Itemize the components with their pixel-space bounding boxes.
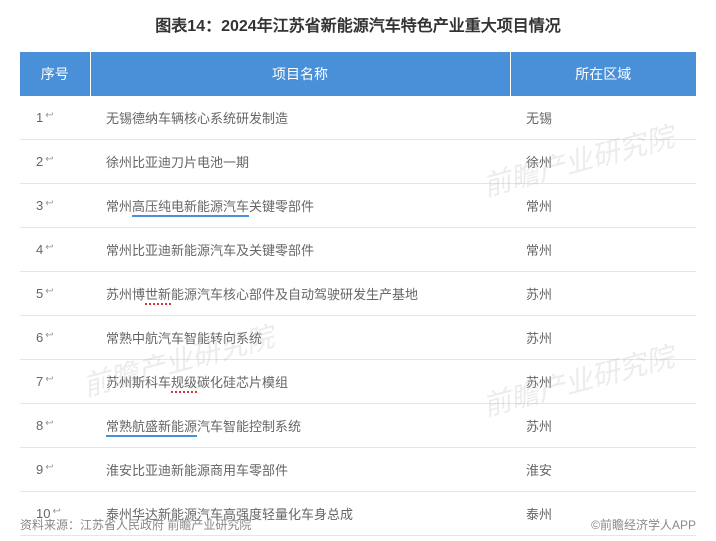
name-fragment: 淮安比亚迪新能源商用车零部件 [106,463,288,478]
table-row: 2 徐州比亚迪刀片电池一期 徐州 [20,140,696,184]
name-fragment: 碳化硅芯片模组 [197,375,288,390]
table-row: 1 无锡德纳车辆核心系统研发制造 无锡 [20,96,696,140]
cell-region: 徐州 [510,140,696,184]
cell-region: 常州 [510,228,696,272]
name-fragment: 世新 [145,287,171,305]
name-fragment: 高压纯电新能源汽车 [132,199,249,217]
name-fragment: 常熟中航汽车智能转向系统 [106,331,262,346]
header-num: 序号 [20,52,90,96]
header-name: 项目名称 [90,52,510,96]
name-fragment: 常州 [106,199,132,214]
table-row: 7苏州斯科车规级碳化硅芯片模组苏州 [20,360,696,404]
cell-name: 常熟航盛新能源汽车智能控制系统 [90,404,510,448]
cell-region: 无锡 [510,96,696,140]
table-row: 9 淮安比亚迪新能源商用车零部件 淮安 [20,448,696,492]
cell-name: 常州比亚迪新能源汽车及关键零部件 [90,228,510,272]
cell-name: 徐州比亚迪刀片电池一期 [90,140,510,184]
name-fragment: 常州比亚迪新能源汽车及关键零部件 [106,243,314,258]
cell-name: 淮安比亚迪新能源商用车零部件 [90,448,510,492]
table-row: 4 常州比亚迪新能源汽车及关键零部件 常州 [20,228,696,272]
projects-table: 序号 项目名称 所在区域 1 无锡德纳车辆核心系统研发制造 无锡 2 徐州比亚迪刀片电池… [20,52,696,536]
cell-name: 无锡德纳车辆核心系统研发制造 [90,96,510,140]
table-row: 6 常熟中航汽车智能转向系统 苏州 [20,316,696,360]
cell-num: 1 [20,96,90,140]
name-fragment: 苏州斯科车 [106,375,171,390]
cell-num: 5 [20,272,90,316]
cell-num: 7 [20,360,90,404]
cell-name: 苏州斯科车规级碳化硅芯片模组 [90,360,510,404]
table-row: 5苏州博世新能源汽车核心部件及自动驾驶研发生产基地苏州 [20,272,696,316]
cell-name: 苏州博世新能源汽车核心部件及自动驾驶研发生产基地 [90,272,510,316]
name-fragment: 汽车智能控制系统 [197,419,301,434]
name-fragment: 无锡德纳车辆核心系统研发制造 [106,111,288,126]
cell-region: 淮安 [510,448,696,492]
table-row: 3常州高压纯电新能源汽车关键零部件常州 [20,184,696,228]
name-fragment: 关键零部件 [249,199,314,214]
cell-num: 2 [20,140,90,184]
cell-num: 6 [20,316,90,360]
cell-name: 常熟中航汽车智能转向系统 [90,316,510,360]
footer: 资料来源：江苏省人民政府 前瞻产业研究院 ©前瞻经济学人APP [20,516,696,533]
cell-num: 8 [20,404,90,448]
cell-region: 常州 [510,184,696,228]
table-header-row: 序号 项目名称 所在区域 [20,52,696,96]
chart-title: 图表14：2024年江苏省新能源汽车特色产业重大项目情况 [20,12,696,36]
cell-num: 3 [20,184,90,228]
name-fragment: 常熟航盛新能源 [106,419,197,437]
cell-num: 9 [20,448,90,492]
cell-num: 4 [20,228,90,272]
table-container: 图表14：2024年江苏省新能源汽车特色产业重大项目情况 序号 项目名称 所在区… [0,0,716,536]
cell-name: 常州高压纯电新能源汽车关键零部件 [90,184,510,228]
app-credit: ©前瞻经济学人APP [591,516,696,533]
cell-region: 苏州 [510,316,696,360]
name-fragment: 能源汽车核心部件及自动驾驶研发生产基地 [171,287,418,302]
source-text: 资料来源：江苏省人民政府 前瞻产业研究院 [20,516,251,533]
cell-region: 苏州 [510,360,696,404]
name-fragment: 规级 [171,375,197,393]
table-row: 8常熟航盛新能源汽车智能控制系统苏州 [20,404,696,448]
cell-region: 苏州 [510,404,696,448]
name-fragment: 苏州博 [106,287,145,302]
cell-region: 苏州 [510,272,696,316]
header-region: 所在区域 [510,52,696,96]
name-fragment: 徐州比亚迪刀片电池一期 [106,155,249,170]
